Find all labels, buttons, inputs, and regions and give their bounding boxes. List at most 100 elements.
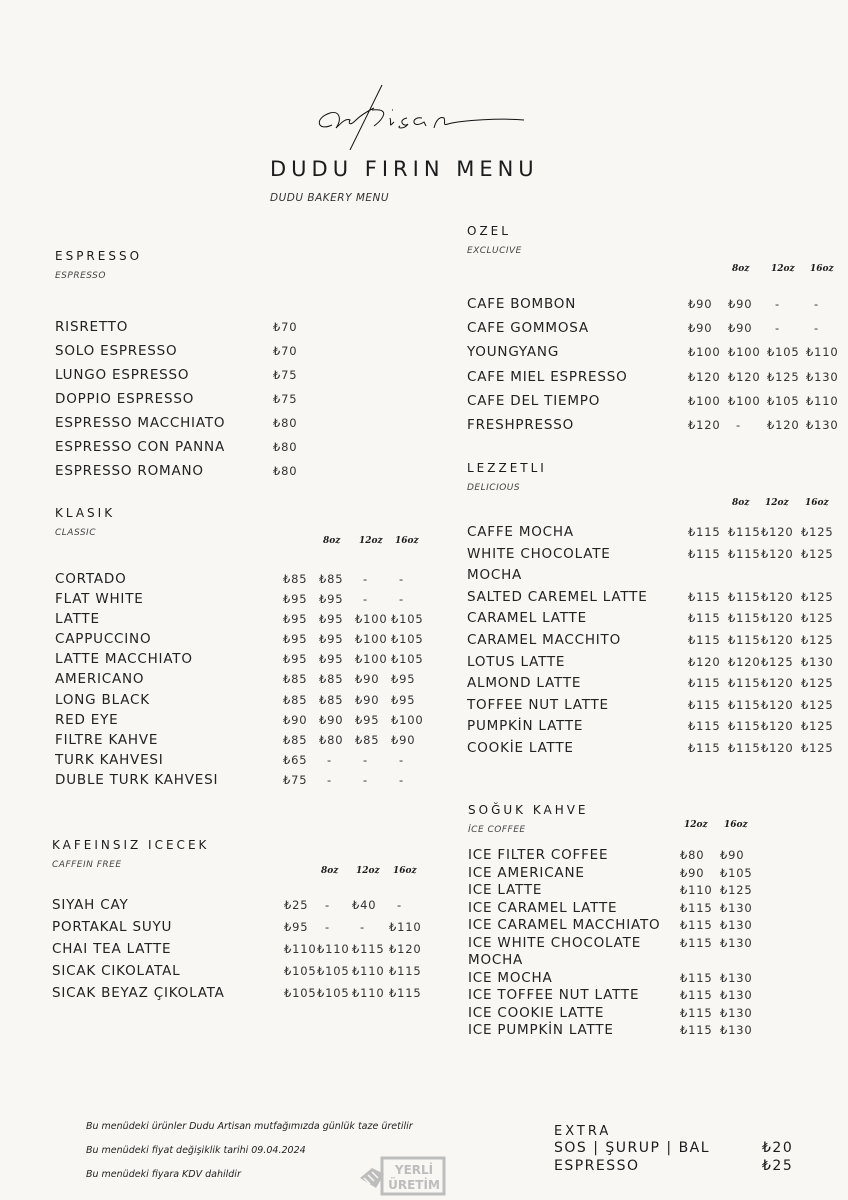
item-price: ₺80 [273, 440, 298, 454]
item-price: ₺95 [319, 632, 344, 647]
item-name: AMERICANO [55, 671, 145, 688]
item-name: TURK KAHVESI [55, 751, 164, 768]
item-price: ₺115 [680, 988, 713, 1002]
section-klasik: KLASIK CLASSIC 8oz 12oz 16oz CORTADO ₺85 ₺85 - -… [55, 506, 423, 788]
item-price: ₺115 [680, 918, 713, 932]
item-name: CAFE BOMBON [467, 296, 577, 312]
item-price: ₺115 [352, 942, 385, 956]
item-price: ₺115 [680, 1023, 713, 1037]
item-name: CORTADO [55, 571, 127, 587]
item-list: CORTADO ₺85 ₺85 - - FLAT WHITE ₺95 ₺95 - - LATTE ₺9… [55, 569, 423, 790]
menu-item: TURK KAHVESI ₺65 - - - [55, 750, 403, 770]
item-price: - [399, 752, 404, 767]
item-price: ₺125 [761, 654, 794, 669]
item-price: ₺115 [728, 525, 761, 539]
item-price: ₺40 [352, 898, 377, 912]
item-price: ₺85 [283, 732, 308, 747]
menu-item: ICE CARAMEL LATTE ₺115 ₺130 [468, 900, 752, 918]
menu-item: SIYAH CAY ₺25 - ₺40 - [52, 894, 401, 916]
size-label: 8oz [732, 498, 750, 508]
item-name: RISRETTO [55, 319, 129, 335]
item-price: ₺115 [688, 525, 721, 539]
item-price: ₺95 [284, 920, 309, 934]
item-price: ₺125 [801, 546, 834, 561]
item-price: ₺90 [319, 712, 344, 727]
item-name: ESPRESSO MACCHIATO [55, 415, 226, 431]
item-price: ₺105 [767, 345, 800, 360]
menu-item: FRESHPRESSO ₺120- ₺120 ₺130 [467, 413, 838, 437]
item-name: DOPPIO ESPRESSO [55, 391, 195, 407]
menu-item: CARAMEL MACCHITO ₺115 ₺115 ₺120 ₺125 [467, 630, 833, 652]
item-price: ₺120 [728, 369, 761, 384]
item-price: ₺115 [389, 986, 422, 1000]
item-price: ₺105 [720, 865, 753, 880]
menu-item: ICE MOCHA ₺115 ₺130 [468, 970, 752, 988]
item-name: TOFFEE NUT LATTE [467, 696, 609, 713]
item-name: ICE TOFFEE NUT LATTE [468, 987, 640, 1003]
menu-item: LATTE MACCHIATO ₺95 ₺95 ₺100 ₺105 [55, 649, 423, 669]
item-price: ₺115 [680, 970, 713, 985]
menu-item: CAFE MIEL ESPRESSO ₺120 ₺120 ₺125 ₺130 [467, 365, 838, 389]
item-price: ₺100 [728, 345, 761, 360]
menu-item: RED EYE ₺90 ₺90 ₺95 ₺100 [55, 710, 423, 730]
item-price: ₺120 [761, 697, 794, 712]
menu-item: CAPPUCCINO ₺95 ₺95 ₺100 ₺105 [55, 629, 423, 649]
item-price: ₺125 [801, 740, 834, 755]
size-label: 16oz [810, 264, 834, 274]
item-price: ₺85 [283, 692, 308, 707]
item-price: - [363, 592, 368, 607]
item-price: ₺75 [273, 368, 298, 382]
size-label: 12oz [771, 264, 795, 274]
section-ozel: OZEL EXCLUCIVE 8oz 12oz 16oz CAFE BOMBON ₺90 ₺… [467, 224, 838, 433]
item-name: LOTUS LATTE [467, 653, 566, 670]
section-title: KAFEINSIZ ICECEK [52, 838, 210, 852]
item-price: ₺115 [688, 719, 721, 734]
item-price: ₺105 [391, 652, 424, 667]
item-name: LATTE MACCHIATO [55, 651, 193, 668]
item-name: FLAT WHITE [55, 591, 144, 608]
item-name: PORTAKAL SUYU [52, 919, 173, 935]
item-name: SICAK CIKOLATAL [52, 963, 181, 979]
item-price: ₺120 [761, 676, 794, 691]
item-price: ₺95 [319, 592, 344, 607]
item-price: ₺110 [317, 942, 350, 956]
size-label: 8oz [732, 264, 750, 274]
menu-item: ICE LATTE ₺110 ₺125 [468, 882, 752, 900]
item-price: ₺115 [728, 546, 761, 561]
item-price: ₺100 [355, 632, 388, 647]
item-price: ₺120 [688, 654, 721, 669]
item-name: PUMPKİN LATTE [467, 718, 584, 735]
item-list: CAFE BOMBON ₺90 ₺90 - - CAFE GOMMOSA ₺90 ₺90 - - Y… [467, 292, 838, 437]
item-price: ₺105 [391, 612, 424, 627]
size-label: 8oz [321, 866, 339, 876]
item-name: DUBLE TURK KAHVESI [55, 771, 219, 788]
item-price: ₺125 [801, 611, 834, 626]
item-price: ₺100 [688, 345, 721, 360]
item-price: ₺120 [761, 589, 794, 604]
item-price: ₺115 [728, 611, 761, 626]
item-price: ₺25 [284, 898, 309, 912]
item-price: ₺100 [391, 712, 424, 727]
item-price: ₺100 [728, 393, 761, 408]
menu-item: PUMPKİN LATTE ₺115 ₺115 ₺120 ₺125 [467, 716, 833, 738]
menu-item: ESPRESSO CON PANNA ₺80 [55, 435, 297, 459]
item-price: ₺115 [728, 589, 761, 604]
extra-item: ESPRESSO ₺25 [554, 1157, 794, 1175]
menu-item: DOPPIO ESPRESSO ₺75 [55, 387, 297, 411]
item-price: ₺90 [728, 297, 753, 311]
item-price: ₺125 [801, 632, 834, 647]
note: Bu menüdeki ürünler Dudu Artisan mutfağı… [86, 1121, 413, 1132]
item-price: ₺105 [284, 986, 317, 1000]
item-name: CAFE DEL TIEMPO [467, 392, 601, 409]
item-price: ₺90 [355, 692, 380, 707]
menu-item: ICE WHITE CHOCOLATE MOCHA ₺115 ₺130 [468, 935, 752, 970]
item-price: ₺120 [761, 546, 794, 561]
item-price: ₺95 [355, 712, 380, 727]
section-subtitle: DELICIOUS [467, 483, 521, 493]
item-list: ICE FILTER COFFEE ₺80 ₺90 ICE AMERICANE ₺90 ₺… [468, 847, 752, 1040]
item-price: ₺95 [283, 652, 308, 667]
item-price: ₺130 [720, 935, 753, 950]
item-name: CAFFE MOCHA [467, 524, 574, 540]
item-price: - [399, 572, 404, 586]
menu-item: DUBLE TURK KAHVESI ₺75 - - - [55, 770, 403, 790]
